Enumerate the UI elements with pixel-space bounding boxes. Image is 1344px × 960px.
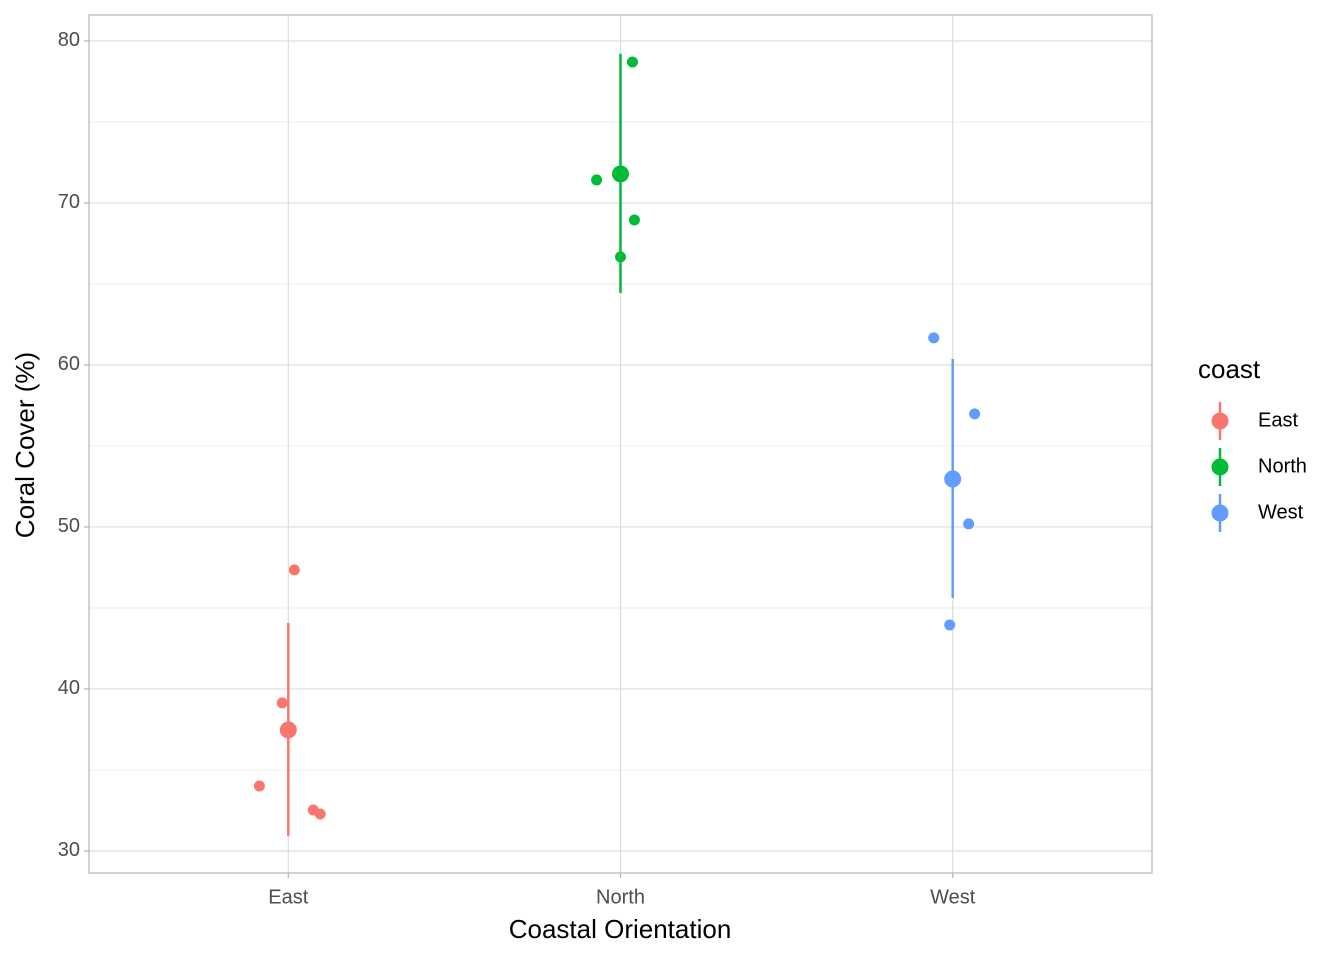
panel-border [88, 14, 1153, 874]
x-axis-title: Coastal Orientation [509, 914, 732, 944]
y-tick-label: 30 [58, 839, 80, 861]
y-tick-label: 60 [58, 353, 80, 375]
data-point [591, 174, 603, 186]
y-axis-title: Coral Cover (%) [10, 352, 40, 538]
mean-point [944, 470, 962, 488]
data-point [628, 214, 640, 226]
y-tick-label: 70 [58, 191, 80, 213]
mean-point [279, 721, 297, 739]
x-tick-label: West [930, 886, 976, 908]
data-point [288, 564, 300, 576]
data-point [626, 56, 638, 68]
data-point [276, 697, 288, 709]
x-tick-label: North [596, 886, 645, 908]
data-point [314, 808, 326, 820]
data-point [944, 619, 956, 631]
y-tick-label: 50 [58, 515, 80, 537]
legend-label: East [1258, 409, 1298, 431]
legend-title: coast [1198, 354, 1261, 384]
data-point [963, 518, 975, 530]
legend-key-point [1211, 504, 1229, 522]
data-point [969, 408, 981, 420]
data-point [253, 780, 265, 792]
data-point [928, 332, 940, 344]
legend-key-point [1211, 458, 1229, 476]
x-tick-label: East [268, 886, 308, 908]
mean-point [612, 165, 629, 183]
legend-key-point [1211, 412, 1229, 430]
legend-label: West [1258, 501, 1304, 523]
legend-label: North [1258, 455, 1307, 477]
y-tick-label: 40 [58, 677, 80, 699]
y-tick-label: 80 [58, 29, 80, 51]
